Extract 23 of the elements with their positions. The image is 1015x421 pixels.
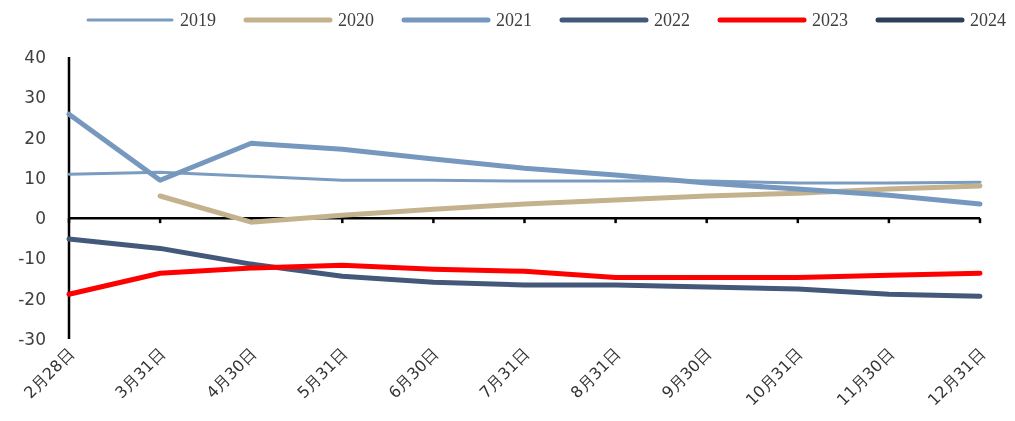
y-tick-label: 10 bbox=[24, 167, 46, 188]
legend-label: 2022 bbox=[654, 10, 690, 30]
y-tick-label: -10 bbox=[18, 248, 46, 269]
y-tick-label: 0 bbox=[35, 208, 46, 229]
x-tick-label: 7月31日 bbox=[475, 344, 534, 403]
y-tick-label: 20 bbox=[24, 127, 46, 148]
legend-label: 2020 bbox=[338, 10, 374, 30]
y-tick-label: -20 bbox=[18, 288, 46, 309]
x-tick-label: 5月31日 bbox=[293, 344, 352, 403]
x-tick-label: 8月31日 bbox=[566, 344, 625, 403]
x-tick-label: 12月31日 bbox=[923, 344, 989, 410]
legend-label: 2019 bbox=[180, 10, 216, 30]
x-tick-label: 10月31日 bbox=[741, 344, 807, 410]
legend-label: 2021 bbox=[496, 10, 532, 30]
x-tick-label: 11月30日 bbox=[832, 344, 898, 410]
legend-label: 2024 bbox=[970, 10, 1006, 30]
x-tick-label: 9月30日 bbox=[657, 344, 716, 403]
y-tick-label: 30 bbox=[24, 87, 46, 108]
x-tick-label: 3月31日 bbox=[111, 344, 169, 403]
legend-label: 2023 bbox=[812, 10, 848, 30]
x-tick-label: 6月30日 bbox=[384, 344, 443, 403]
x-tick-label: 4月30日 bbox=[202, 344, 261, 403]
y-tick-label: 40 bbox=[24, 47, 46, 67]
